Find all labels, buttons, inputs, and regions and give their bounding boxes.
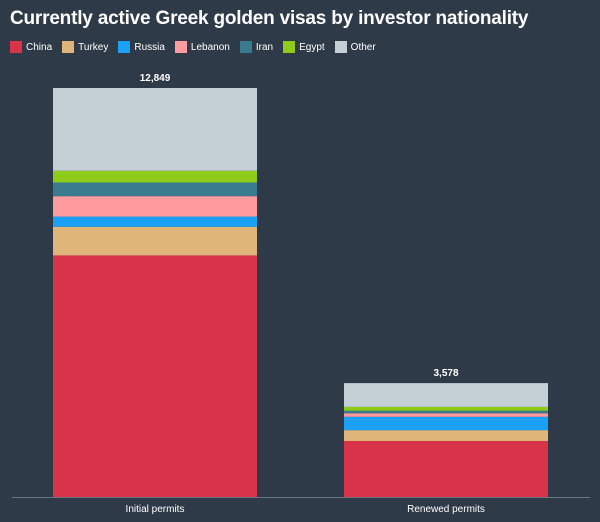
legend-item-china[interactable]: China	[10, 41, 52, 53]
legend-label: Lebanon	[190, 41, 230, 53]
legend-item-other[interactable]: Other	[334, 41, 376, 53]
bar-total-label: 3,578	[433, 368, 458, 379]
legend-item-egypt[interactable]: Egypt	[283, 41, 325, 53]
legend-swatch	[10, 41, 22, 53]
legend-swatch	[239, 41, 252, 53]
legend-item-iran[interactable]: Iran	[239, 41, 274, 53]
bar-segment-russia-renewed[interactable]	[344, 416, 548, 431]
legend-swatch	[283, 41, 296, 53]
legend-label: Iran	[255, 41, 274, 53]
bar-total-label: 12,849	[140, 73, 171, 84]
chart-legend: China Turkey Russia Lebanon Iran Egypt Other	[10, 41, 376, 53]
bar-segment-turkey-initial[interactable]	[53, 226, 257, 256]
bar-segment-china-initial[interactable]	[53, 255, 257, 497]
bar-segment-lebanon-renewed[interactable]	[344, 413, 548, 417]
x-tick-label: Renewed permits	[407, 504, 485, 515]
bar-segment-turkey-renewed[interactable]	[344, 430, 548, 441]
x-tick-label: Initial permits	[126, 504, 185, 515]
legend-item-turkey[interactable]: Turkey	[62, 41, 108, 53]
bar-segment-egypt-initial[interactable]	[53, 170, 257, 183]
bar-segment-egypt-renewed[interactable]	[344, 406, 548, 411]
legend-item-russia[interactable]: Russia	[118, 41, 165, 53]
bar-segment-russia-initial[interactable]	[53, 216, 257, 227]
chart-title: Currently active Greek golden visas by i…	[10, 8, 529, 29]
bar-segment-other-renewed[interactable]	[344, 383, 548, 407]
legend-label: Russia	[134, 41, 165, 53]
legend-swatch	[334, 41, 347, 53]
legend-swatch	[118, 41, 131, 53]
bar-segment-iran-initial[interactable]	[53, 182, 257, 197]
bar-segment-lebanon-initial[interactable]	[53, 196, 257, 217]
legend-label: China	[26, 41, 53, 53]
legend-swatch	[174, 41, 187, 53]
legend-label: Turkey	[78, 41, 109, 53]
bar-segment-other-initial[interactable]	[53, 88, 257, 171]
legend-label: Other	[350, 41, 376, 53]
legend-swatch	[62, 41, 75, 53]
bar-segment-china-renewed[interactable]	[344, 440, 548, 497]
legend-item-lebanon[interactable]: Lebanon	[174, 41, 230, 53]
legend-label: Egypt	[299, 41, 325, 53]
bar-segment-iran-renewed[interactable]	[344, 410, 548, 414]
